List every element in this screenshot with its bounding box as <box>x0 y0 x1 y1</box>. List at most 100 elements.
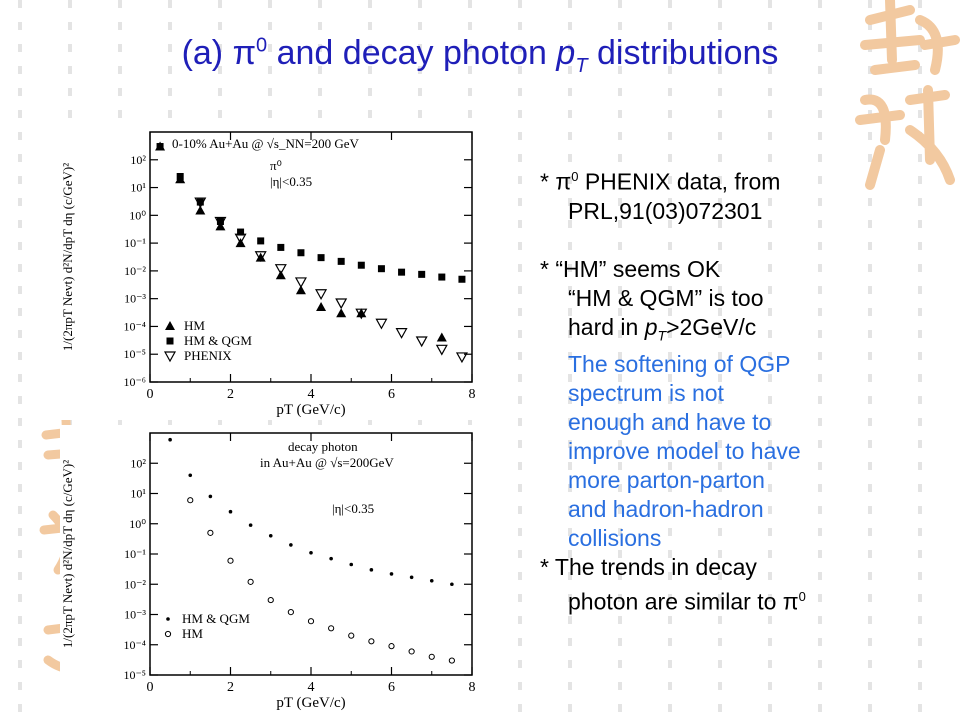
note-line-blue: enough and have to <box>568 409 772 436</box>
data-point-hm <box>187 497 194 504</box>
note-line-blue: more parton-parton <box>568 467 765 494</box>
note-line-blue: improve model to have <box>568 438 801 465</box>
data-point-phenix <box>375 318 388 330</box>
note-line: * “HM” seems OK <box>540 255 721 282</box>
pi0-spectrum-figure: 0 2 4 6 8 10² 10¹ 10⁰ 10⁻¹ 10⁻² 10⁻³ 10⁻⁴ 10⁻⁵ 10⁻⁶ pT… <box>60 120 480 420</box>
y-tick-label: 10⁻⁴ <box>123 638 146 652</box>
legend-marker <box>165 321 175 330</box>
data-point-phenix <box>294 277 307 289</box>
data-point-hm-qgm <box>289 543 293 547</box>
data-point-phenix <box>335 298 348 310</box>
legend-marker <box>163 351 177 363</box>
x-tick-label: 8 <box>469 387 476 402</box>
calligraphy-decoration-top-right <box>855 0 960 190</box>
y-tick-label: 10⁻³ <box>124 608 146 622</box>
note-line-blue: The softening of QGP <box>568 351 791 378</box>
data-point-hm-qgm <box>357 261 365 269</box>
data-point-hm-qgm <box>377 265 385 273</box>
data-point-hm <box>316 302 327 312</box>
x-tick-label: 8 <box>469 680 476 695</box>
y-tick-label: 10² <box>130 153 146 167</box>
data-point-hm-qgm <box>176 173 184 181</box>
data-point-hm-qgm <box>369 568 374 572</box>
data-point-hm <box>328 625 335 632</box>
data-point-phenix <box>234 233 247 245</box>
note-line-blue: and hadron-hadron <box>568 496 764 523</box>
data-point-hm-qgm <box>196 198 204 206</box>
data-point-hm <box>255 252 266 262</box>
data-point-hm <box>336 308 347 318</box>
x-tick-label: 0 <box>147 680 154 695</box>
pi0-spectrum-chart: 0 2 4 6 8 10² 10¹ 10⁰ 10⁻¹ 10⁻² 10⁻³ 10⁻⁴ 10⁻⁵ 10⁻⁶ pT… <box>60 131 476 418</box>
chart-annotation: decay photon <box>288 439 358 454</box>
note-line: hard in pT>2GeV/c <box>568 313 757 344</box>
decay-photon-chart: 0 2 4 6 8 10² 10¹ 10⁰ 10⁻¹ 10⁻² 10⁻³ 10⁻⁴ 10⁻⁵ pT (Ge… <box>60 432 476 711</box>
data-point-hm-qgm <box>438 273 446 281</box>
data-point-hm-qgm <box>337 257 345 265</box>
legend-label: PHENIX <box>184 348 232 363</box>
data-point-phenix <box>194 197 207 209</box>
x-tick-label: 2 <box>227 387 234 402</box>
data-point-hm <box>348 632 355 639</box>
data-point-hm <box>227 557 234 564</box>
chart-annotation: in Au+Au @ √s=200GeV <box>260 455 394 470</box>
x-axis-label: pT (GeV/c) <box>276 695 345 711</box>
data-point-hm-qgm <box>268 533 273 538</box>
data-point-hm-qgm <box>257 237 265 245</box>
y-tick-label: 10⁰ <box>129 208 146 222</box>
data-point-hm-qgm <box>458 275 466 283</box>
x-tick-label: 6 <box>388 680 395 695</box>
y-tick-label: 10⁻¹ <box>124 547 146 561</box>
y-tick-label: 10⁻⁵ <box>123 347 146 361</box>
data-point-hm-qgm <box>277 243 285 251</box>
decay-photon-figure: 0 2 4 6 8 10² 10¹ 10⁰ 10⁻¹ 10⁻² 10⁻³ 10⁻⁴ 10⁻⁵ pT (Ge… <box>60 425 480 715</box>
data-point-hm-qgm <box>329 556 333 561</box>
legend-marker <box>166 617 170 621</box>
y-axis-label: 1/(2πpT Nevt) d²N/dpT dη (c/GeV)² <box>60 460 75 648</box>
data-point-phenix <box>415 336 428 348</box>
data-point-hm-qgm <box>418 270 426 278</box>
data-point-hm <box>195 205 206 215</box>
data-point-phenix <box>315 289 328 301</box>
chart-annotation: π⁰ <box>270 158 282 173</box>
data-point-hm-qgm <box>237 228 245 236</box>
legend-marker <box>166 337 174 345</box>
y-tick-label: 10⁻² <box>124 264 146 278</box>
y-tick-label: 10⁰ <box>129 517 146 531</box>
chart-annotation: 0-10% Au+Au @ √s_NN=200 GeV <box>172 136 359 151</box>
data-point-hm <box>247 578 254 585</box>
note-line: “HM & QGM” is too <box>568 284 764 311</box>
data-point-phenix <box>254 251 267 263</box>
x-tick-label: 4 <box>308 387 315 402</box>
legend-marker <box>164 630 172 638</box>
y-tick-label: 10⁻⁶ <box>123 375 146 389</box>
data-point-hm-qgm <box>349 562 354 567</box>
data-point-phenix <box>274 264 287 275</box>
chart-annotation: |η|<0.35 <box>270 174 312 189</box>
data-point-phenix <box>214 216 227 228</box>
data-point-hm <box>388 643 395 650</box>
data-point-phenix <box>355 308 368 320</box>
data-point-hm-qgm <box>216 217 224 225</box>
note-line: * The trends in decay <box>540 554 757 581</box>
note-line-blue: collisions <box>568 525 662 552</box>
data-point-hm <box>428 653 435 660</box>
data-point-hm-qgm <box>317 254 325 262</box>
data-point-hm-qgm <box>188 473 193 478</box>
pi-symbol: π <box>232 34 257 72</box>
x-tick-label: 4 <box>308 680 315 695</box>
note-line: * π0 PHENIX data, from <box>540 168 781 195</box>
legend-label: HM & QGM <box>184 333 252 348</box>
note-line-blue: spectrum is not <box>568 380 724 407</box>
x-tick-label: 2 <box>227 680 234 695</box>
data-point-hm-qgm <box>450 582 454 587</box>
data-point-hm <box>207 529 214 536</box>
chart-annotation: |η|<0.35 <box>332 501 374 516</box>
note-line: photon are similar to π0 <box>568 588 806 615</box>
x-axis-label: pT (GeV/c) <box>276 402 345 418</box>
y-tick-label: 10⁻² <box>124 577 146 591</box>
data-point-hm-qgm <box>168 437 172 442</box>
y-tick-label: 10⁻⁵ <box>123 668 146 682</box>
data-point-hm-qgm <box>429 579 434 583</box>
